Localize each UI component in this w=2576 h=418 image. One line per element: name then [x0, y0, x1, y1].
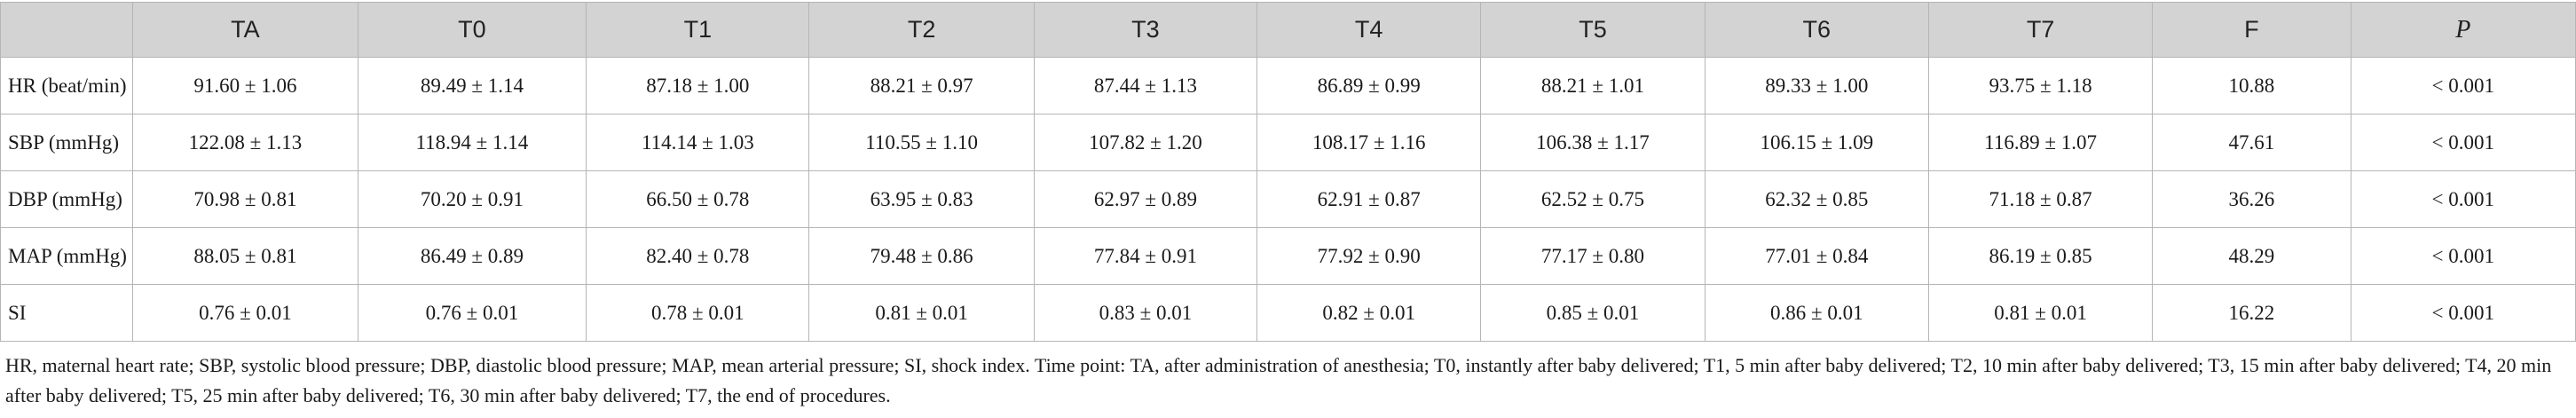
table-cell: < 0.001 — [2350, 114, 2576, 171]
table-cell: 36.26 — [2152, 170, 2351, 228]
table-cell: 70.98 ± 0.81 — [132, 170, 358, 228]
table-cell: 87.44 ± 1.13 — [1033, 57, 1258, 114]
table-cell: 47.61 — [2152, 114, 2351, 171]
table-cell: 48.29 — [2152, 227, 2351, 285]
table-row: SBP (mmHg) 122.08 ± 1.13 118.94 ± 1.14 1… — [0, 114, 2576, 171]
table-cell: 62.91 ± 0.87 — [1256, 170, 1482, 228]
table-cell: 77.84 ± 0.91 — [1033, 227, 1258, 285]
table-cell: < 0.001 — [2350, 227, 2576, 285]
row-label: DBP (mmHg) — [0, 170, 134, 228]
table-cell: 0.76 ± 0.01 — [357, 284, 587, 342]
table-cell: 110.55 ± 1.10 — [808, 114, 1035, 171]
table-cell: 66.50 ± 0.78 — [586, 170, 810, 228]
table-cell: 108.17 ± 1.16 — [1256, 114, 1482, 171]
column-header-t0: T0 — [357, 2, 587, 58]
table-footnote: HR, maternal heart rate; SBP, systolic b… — [5, 354, 2552, 406]
table-cell: 86.89 ± 0.99 — [1256, 57, 1482, 114]
column-header-t7: T7 — [1927, 2, 2154, 58]
table-cell: 88.21 ± 0.97 — [808, 57, 1035, 114]
table-cell: 16.22 — [2152, 284, 2351, 342]
table-cell: 70.20 ± 0.91 — [357, 170, 587, 228]
column-header-t3: T3 — [1033, 2, 1258, 58]
table-cell: 106.15 ± 1.09 — [1704, 114, 1929, 171]
table-cell: 93.75 ± 1.18 — [1927, 57, 2154, 114]
column-header-t4: T4 — [1256, 2, 1482, 58]
table-cell: 0.76 ± 0.01 — [132, 284, 358, 342]
table-cell: 89.49 ± 1.14 — [357, 57, 587, 114]
hemodynamic-table: TA T0 T1 T2 T3 T4 T5 T6 T7 F P HR (beat/… — [0, 2, 2576, 342]
table-cell: < 0.001 — [2350, 57, 2576, 114]
table-cell: 77.92 ± 0.90 — [1256, 227, 1482, 285]
table-cell: 63.95 ± 0.83 — [808, 170, 1035, 228]
table-cell: 87.18 ± 1.00 — [586, 57, 810, 114]
table-cell: 62.32 ± 0.85 — [1704, 170, 1929, 228]
column-header-ta: TA — [132, 2, 358, 58]
table-cell: 91.60 ± 1.06 — [132, 57, 358, 114]
table-cell: 77.01 ± 0.84 — [1704, 227, 1929, 285]
table-row: DBP (mmHg) 70.98 ± 0.81 70.20 ± 0.91 66.… — [0, 170, 2576, 228]
column-header-t5: T5 — [1480, 2, 1706, 58]
table-row: SI 0.76 ± 0.01 0.76 ± 0.01 0.78 ± 0.01 0… — [0, 284, 2576, 342]
table-cell: 0.78 ± 0.01 — [586, 284, 810, 342]
table-cell: < 0.001 — [2350, 284, 2576, 342]
table-cell: 0.86 ± 0.01 — [1704, 284, 1929, 342]
table-cell: 89.33 ± 1.00 — [1704, 57, 1929, 114]
table-cell: 88.05 ± 0.81 — [132, 227, 358, 285]
table-row: HR (beat/min) 91.60 ± 1.06 89.49 ± 1.14 … — [0, 57, 2576, 114]
column-header-f: F — [2152, 2, 2351, 58]
column-header-t6: T6 — [1704, 2, 1929, 58]
table-cell: 107.82 ± 1.20 — [1033, 114, 1258, 171]
table-cell: 79.48 ± 0.86 — [808, 227, 1035, 285]
table-cell: 106.38 ± 1.17 — [1480, 114, 1706, 171]
table-cell: 122.08 ± 1.13 — [132, 114, 358, 171]
table-cell: 77.17 ± 0.80 — [1480, 227, 1706, 285]
column-header-t1: T1 — [586, 2, 810, 58]
table-cell: 62.97 ± 0.89 — [1033, 170, 1258, 228]
table-cell: 0.83 ± 0.01 — [1033, 284, 1258, 342]
row-label: SI — [0, 284, 134, 342]
data-table-container: TA T0 T1 T2 T3 T4 T5 T6 T7 F P HR (beat/… — [0, 2, 2576, 342]
table-cell: 10.88 — [2152, 57, 2351, 114]
table-cell: 116.89 ± 1.07 — [1927, 114, 2154, 171]
table-cell: 62.52 ± 0.75 — [1480, 170, 1706, 228]
table-cell: 71.18 ± 0.87 — [1927, 170, 2154, 228]
table-cell: 0.81 ± 0.01 — [808, 284, 1035, 342]
table-cell: 0.81 ± 0.01 — [1927, 284, 2154, 342]
row-label: MAP (mmHg) — [0, 227, 134, 285]
header-row-label — [0, 2, 134, 58]
table-cell: 0.82 ± 0.01 — [1256, 284, 1482, 342]
column-header-t2: T2 — [808, 2, 1035, 58]
table-cell: < 0.001 — [2350, 170, 2576, 228]
table-cell: 118.94 ± 1.14 — [357, 114, 587, 171]
table-row: MAP (mmHg) 88.05 ± 0.81 86.49 ± 0.89 82.… — [0, 227, 2576, 285]
row-label: SBP (mmHg) — [0, 114, 134, 171]
table-header-row: TA T0 T1 T2 T3 T4 T5 T6 T7 F P — [0, 2, 2576, 58]
row-label: HR (beat/min) — [0, 57, 134, 114]
table-cell: 86.49 ± 0.89 — [357, 227, 587, 285]
column-header-p: P — [2350, 2, 2576, 58]
table-cell: 82.40 ± 0.78 — [586, 227, 810, 285]
table-cell: 88.21 ± 1.01 — [1480, 57, 1706, 114]
table-cell: 0.85 ± 0.01 — [1480, 284, 1706, 342]
table-cell: 114.14 ± 1.03 — [586, 114, 810, 171]
table-cell: 86.19 ± 0.85 — [1927, 227, 2154, 285]
